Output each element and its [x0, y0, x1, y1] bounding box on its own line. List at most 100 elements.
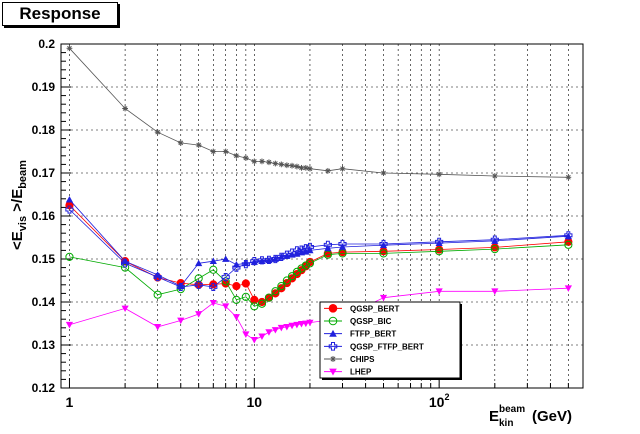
data-point — [210, 148, 217, 155]
data-point — [379, 294, 388, 302]
legend-label: QGSP_BERT — [350, 304, 399, 313]
series-chips — [66, 45, 572, 181]
series-line — [69, 205, 569, 303]
data-point — [339, 165, 346, 172]
data-point — [338, 239, 347, 249]
y-label-sub1: vis — [17, 216, 29, 231]
data-point — [435, 237, 444, 246]
data-point — [194, 280, 203, 289]
data-point — [250, 257, 259, 266]
legend-box — [319, 301, 461, 379]
data-point — [65, 252, 74, 261]
data-point — [277, 324, 285, 332]
data-point — [305, 242, 315, 252]
series-lhep — [65, 285, 572, 344]
data-point — [490, 243, 499, 252]
data-point — [307, 165, 313, 172]
data-point — [491, 173, 498, 179]
data-point — [195, 142, 202, 148]
data-point — [271, 289, 280, 298]
x-label-sub: kin — [499, 418, 513, 429]
data-point — [435, 245, 444, 254]
data-point — [176, 282, 185, 292]
data-point — [221, 272, 230, 282]
series-qgsp-bic — [65, 240, 573, 311]
data-point — [250, 336, 258, 344]
data-point — [221, 277, 230, 286]
legend-label: QGSP_BIC — [350, 317, 392, 326]
data-point — [380, 170, 387, 176]
data-point — [65, 205, 74, 214]
data-point — [209, 282, 218, 292]
data-point — [121, 257, 129, 265]
data-point — [242, 331, 250, 338]
data-point — [323, 240, 332, 249]
y-tick-label: 0.2 — [38, 37, 55, 51]
data-point — [436, 171, 443, 178]
data-point — [264, 293, 274, 302]
data-point — [121, 305, 129, 313]
data-point — [324, 244, 332, 252]
data-point — [324, 167, 331, 174]
data-point — [232, 295, 241, 304]
data-point — [177, 282, 185, 289]
data-point — [195, 311, 203, 318]
data-point — [154, 129, 161, 136]
data-point — [259, 158, 265, 165]
data-point — [65, 196, 74, 203]
legend-label: LHEP — [350, 368, 372, 377]
legend-marker — [329, 329, 337, 337]
data-point — [287, 272, 297, 281]
series-line — [69, 244, 569, 307]
data-point — [241, 292, 250, 301]
data-point — [277, 281, 286, 291]
data-point — [288, 322, 296, 330]
data-point — [490, 245, 499, 254]
data-point — [379, 239, 388, 249]
x-label-main: E — [489, 408, 499, 425]
data-point — [222, 148, 229, 155]
data-point — [490, 235, 499, 244]
data-point — [338, 243, 347, 250]
legend-label: FTFP_BERT — [350, 330, 396, 339]
x-axis-label: Ebeam kin (GeV) — [489, 404, 572, 429]
data-point — [195, 259, 203, 267]
data-point — [154, 324, 162, 331]
data-point — [306, 246, 314, 254]
y-tick-label: 0.17 — [32, 166, 56, 180]
data-point — [297, 264, 306, 273]
series-line — [69, 48, 569, 178]
legend-marker — [329, 355, 337, 363]
legend-marker — [328, 304, 338, 313]
data-point — [306, 319, 314, 327]
y-tick-label: 0.19 — [32, 80, 56, 94]
data-point — [283, 324, 291, 331]
data-point — [209, 265, 218, 274]
data-point — [266, 159, 272, 166]
data-point — [435, 288, 443, 295]
legend-label: QGSP_FTFP_BERT — [350, 342, 424, 351]
data-point — [153, 290, 162, 299]
data-point — [222, 255, 230, 262]
data-point — [250, 302, 259, 311]
data-point — [194, 274, 203, 283]
x-tick-label: 102 — [429, 392, 450, 410]
y-label-main: <E — [9, 231, 26, 250]
data-point — [241, 279, 250, 288]
data-point — [265, 329, 273, 336]
data-point — [294, 163, 300, 170]
data-point — [297, 321, 306, 328]
data-point — [301, 244, 310, 253]
data-point — [564, 231, 573, 240]
data-point — [491, 288, 499, 295]
data-point — [251, 158, 258, 165]
series-line — [69, 287, 569, 341]
axes: 0.12 0.13 0.14 0.15 0.16 0.17 0.18 0.19 0.2 1 10 10… — [32, 37, 584, 410]
data-point — [289, 162, 295, 169]
legend-entry: QGSP_BERT — [324, 304, 399, 313]
data-point — [283, 162, 290, 169]
y-tick-label: 0.18 — [32, 123, 56, 137]
series-qgsp-ftfp-bert — [65, 205, 573, 292]
x-tick-label: 10 — [247, 394, 263, 410]
legend-entry: QGSP_BIC — [324, 316, 392, 326]
